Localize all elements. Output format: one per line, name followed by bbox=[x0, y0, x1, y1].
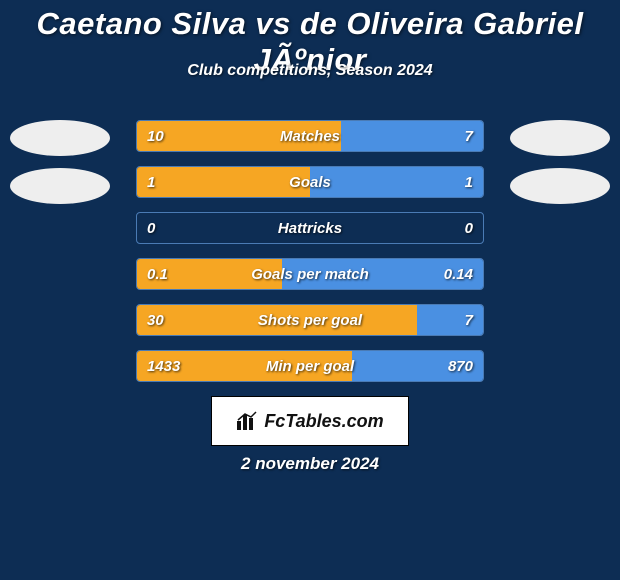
stat-fill-left bbox=[137, 259, 282, 289]
stat-row: Goals per match0.10.14 bbox=[136, 258, 484, 290]
stat-fill-right bbox=[282, 259, 483, 289]
logo-box: FcTables.com bbox=[211, 396, 409, 446]
avatar-placeholder bbox=[510, 168, 610, 204]
avatar-placeholder bbox=[510, 120, 610, 156]
stat-fill-left bbox=[137, 167, 310, 197]
bars-icon bbox=[236, 411, 258, 431]
stats-container: Matches107 Goals11 Hattricks0 0 Goals per ma… bbox=[136, 120, 484, 396]
stat-value-right: 0 bbox=[455, 213, 483, 243]
avatar-placeholder bbox=[10, 168, 110, 204]
stat-row: Min per goal1433870 bbox=[136, 350, 484, 382]
stat-fill-left bbox=[137, 351, 352, 381]
avatar-placeholder bbox=[10, 120, 110, 156]
stat-value-left: 0 bbox=[137, 213, 165, 243]
stat-row: Shots per goal307 bbox=[136, 304, 484, 336]
stat-row: Goals11 bbox=[136, 166, 484, 198]
stat-fill-right bbox=[352, 351, 483, 381]
stat-row: Matches107 bbox=[136, 120, 484, 152]
stat-fill-left bbox=[137, 305, 417, 335]
subtitle: Club competitions, Season 2024 bbox=[0, 62, 620, 80]
stat-row: Hattricks0 0 bbox=[136, 212, 484, 244]
date-label: 2 november 2024 bbox=[0, 454, 620, 474]
logo-text: FcTables.com bbox=[264, 411, 383, 432]
avatar-column-left bbox=[0, 120, 120, 216]
avatar-column-right bbox=[500, 120, 620, 216]
stat-fill-right bbox=[310, 167, 483, 197]
stat-fill-left bbox=[137, 121, 341, 151]
stat-fill-right bbox=[417, 305, 483, 335]
stat-fill-right bbox=[341, 121, 483, 151]
stat-label: Hattricks bbox=[137, 213, 483, 243]
